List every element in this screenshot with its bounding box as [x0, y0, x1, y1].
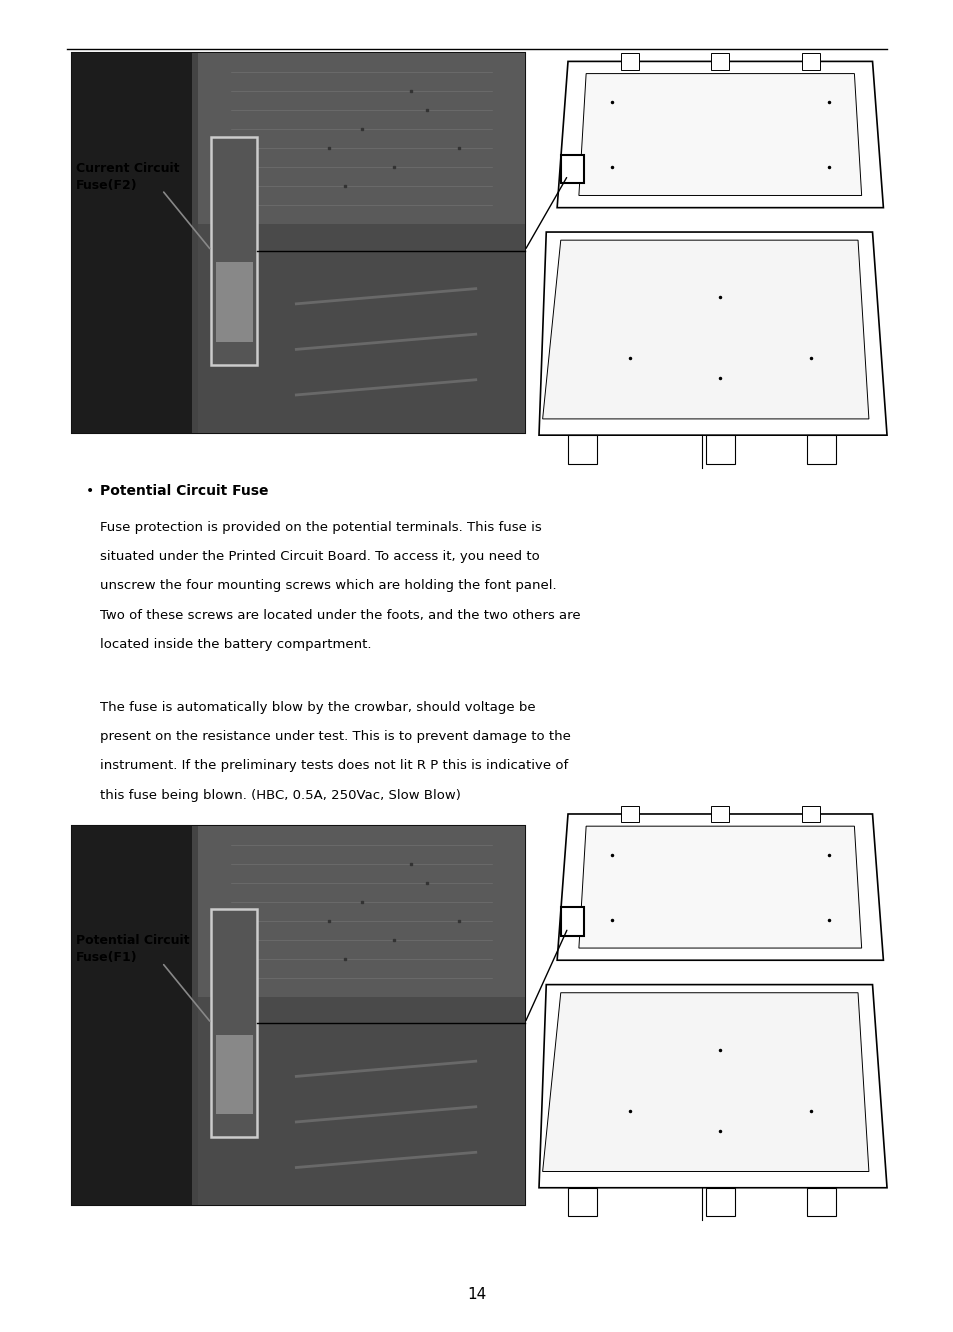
Polygon shape [578, 826, 861, 948]
Text: Fuse(F2): Fuse(F2) [76, 178, 137, 192]
Polygon shape [557, 61, 882, 208]
Text: unscrew the four mounting screws which are holding the font panel.: unscrew the four mounting screws which a… [100, 579, 557, 593]
Text: 14: 14 [467, 1287, 486, 1303]
Bar [619, 53, 638, 69]
Bar [71, 826, 198, 1205]
Bar [192, 826, 198, 1205]
Bar [710, 53, 728, 69]
Bar [71, 53, 198, 433]
Bar [198, 826, 524, 996]
Bar [560, 155, 583, 184]
Polygon shape [806, 1188, 836, 1216]
Text: present on the resistance under test. This is to prevent damage to the: present on the resistance under test. Th… [100, 730, 571, 743]
Polygon shape [567, 436, 597, 464]
Polygon shape [578, 73, 861, 196]
Text: situated under the Printed Circuit Board. To access it, you need to: situated under the Printed Circuit Board… [100, 550, 539, 563]
Text: Potential Circuit Fuse: Potential Circuit Fuse [100, 484, 269, 498]
Text: Current Circuit: Current Circuit [76, 161, 179, 174]
Bar [192, 53, 198, 433]
Text: Two of these screws are located under the foots, and the two others are: Two of these screws are located under th… [100, 609, 580, 622]
Polygon shape [542, 240, 868, 418]
Text: located inside the battery compartment.: located inside the battery compartment. [100, 638, 372, 651]
Polygon shape [705, 1188, 734, 1216]
Bar [560, 907, 583, 936]
Text: The fuse is automatically blow by the crowbar, should voltage be: The fuse is automatically blow by the cr… [100, 701, 536, 714]
Bar [801, 806, 819, 822]
Polygon shape [806, 436, 836, 464]
Polygon shape [557, 814, 882, 960]
Bar [710, 806, 728, 822]
Bar [212, 137, 257, 365]
Bar [198, 826, 524, 1205]
Bar [619, 806, 638, 822]
Polygon shape [538, 984, 886, 1188]
Polygon shape [705, 436, 734, 464]
Text: Fuse protection is provided on the potential terminals. This fuse is: Fuse protection is provided on the poten… [100, 521, 541, 534]
Text: Fuse(F1): Fuse(F1) [76, 951, 137, 964]
Bar [215, 262, 253, 342]
Polygon shape [567, 1188, 597, 1216]
Polygon shape [538, 232, 886, 436]
Polygon shape [542, 992, 868, 1172]
Text: this fuse being blown. (HBC, 0.5A, 250Vac, Slow Blow): this fuse being blown. (HBC, 0.5A, 250Va… [100, 789, 460, 802]
Text: Potential Circuit: Potential Circuit [76, 934, 190, 947]
Bar [71, 826, 524, 1205]
Bar [71, 53, 524, 433]
Bar [198, 53, 524, 433]
Bar [801, 53, 819, 69]
Bar [215, 1035, 253, 1115]
Text: •: • [86, 484, 94, 498]
Text: instrument. If the preliminary tests does not lit R P this is indicative of: instrument. If the preliminary tests doe… [100, 759, 568, 773]
Bar [212, 910, 257, 1138]
Bar [198, 53, 524, 224]
